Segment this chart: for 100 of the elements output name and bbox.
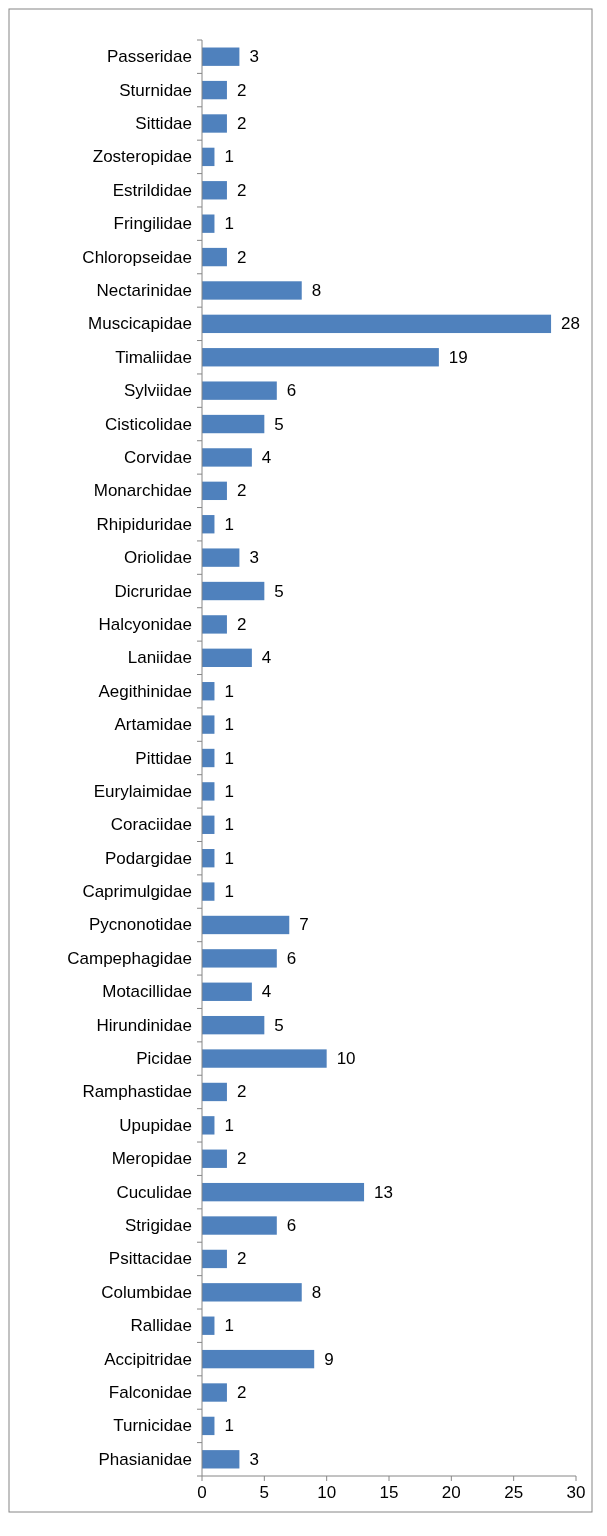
y-tick-label: Motacillidae	[102, 982, 192, 1002]
y-tick-label: Oriolidae	[123, 548, 192, 568]
data-label: 2	[236, 1249, 247, 1269]
bar	[202, 882, 215, 901]
bar	[202, 715, 215, 734]
y-tick-label: Chloropseidae	[82, 247, 192, 267]
bar	[202, 1383, 227, 1402]
data-label: 4	[261, 648, 272, 668]
y-tick-label: Corvidae	[123, 447, 192, 467]
data-label: 2	[236, 614, 247, 634]
data-label: 2	[236, 180, 247, 200]
data-label: 1	[224, 1115, 234, 1135]
bar	[202, 1182, 365, 1202]
data-label: 1	[224, 748, 234, 768]
y-tick-label: Pittidae	[135, 748, 192, 768]
bar	[202, 348, 439, 367]
bar	[202, 1249, 227, 1269]
data-label: 5	[274, 581, 284, 601]
y-tick-label: Fringilidae	[113, 214, 192, 234]
bar	[202, 448, 252, 467]
y-tick-label: Hirundinidae	[96, 1015, 192, 1035]
data-label: 19	[448, 347, 468, 367]
bar	[202, 247, 227, 267]
x-tick-label: 0	[197, 1483, 207, 1502]
data-label: 1	[224, 848, 234, 868]
y-tick-label: Timaliidae	[115, 347, 192, 367]
x-tick-label: 30	[566, 1483, 586, 1502]
bar	[202, 80, 227, 100]
y-tick-label: Picidae	[136, 1049, 192, 1069]
bar	[202, 915, 290, 935]
y-tick-label: Upupidae	[119, 1115, 192, 1135]
bar	[202, 548, 240, 567]
y-tick-label: Nectarinidae	[96, 280, 192, 300]
y-tick-label: Pycnonotidae	[88, 915, 192, 935]
data-label: 6	[286, 381, 297, 401]
data-label: 1	[224, 781, 234, 801]
data-label: 8	[311, 280, 322, 300]
data-label: 4	[261, 982, 272, 1002]
y-tick-label: Accipitridae	[104, 1349, 192, 1369]
y-tick-label: Estrildidae	[112, 180, 192, 200]
y-tick-label: Ramphastidae	[82, 1082, 192, 1102]
bar	[202, 1450, 240, 1469]
bar	[202, 615, 227, 634]
data-label: 1	[224, 1416, 234, 1436]
bar	[202, 782, 215, 801]
data-label: 4	[261, 447, 272, 467]
data-label: 3	[249, 1449, 259, 1469]
data-label: 1	[224, 815, 234, 835]
x-tick-label: 20	[441, 1483, 461, 1502]
y-tick-label: Sturnidae	[119, 80, 192, 100]
data-label: 9	[324, 1349, 334, 1369]
y-tick-label: Meropidae	[111, 1149, 192, 1169]
bar	[202, 181, 227, 200]
data-label: 1	[224, 147, 234, 167]
data-label: 1	[224, 514, 234, 534]
y-tick-label: Dicruridae	[114, 581, 192, 601]
data-label: 3	[249, 548, 259, 568]
data-label: 2	[236, 113, 247, 133]
data-label: 7	[299, 915, 309, 935]
data-label: 3	[249, 47, 259, 67]
bar	[202, 1216, 277, 1235]
data-label: 6	[286, 948, 297, 968]
x-tick-label: 5	[259, 1483, 270, 1502]
bar	[202, 949, 277, 968]
data-label: 1	[224, 681, 234, 701]
y-tick-label: Sylviidae	[123, 381, 192, 401]
y-tick-label: Columbidae	[101, 1282, 192, 1302]
bar	[202, 114, 227, 133]
bar	[202, 648, 252, 667]
y-tick-label: Cuculidae	[116, 1182, 192, 1202]
bar	[202, 381, 277, 400]
bar	[202, 214, 215, 233]
bar	[202, 1283, 302, 1302]
y-tick-label: Muscicapidae	[88, 314, 192, 334]
data-label: 2	[236, 1383, 247, 1403]
data-label: 13	[374, 1182, 393, 1202]
data-label: 1	[224, 715, 234, 735]
bar	[202, 314, 552, 334]
x-tick-label: 10	[317, 1483, 337, 1502]
y-tick-label: Phasianidae	[98, 1449, 192, 1469]
y-tick-label: Passeridae	[106, 47, 192, 67]
data-label: 2	[236, 80, 247, 100]
bar	[202, 581, 265, 601]
y-tick-label: Laniidae	[127, 648, 192, 668]
y-tick-label: Coraciidae	[110, 815, 192, 835]
data-label: 1	[224, 882, 234, 902]
bar	[202, 281, 302, 300]
data-label: 6	[286, 1216, 297, 1236]
data-label: 1	[224, 214, 234, 234]
y-tick-label: Sittidae	[135, 113, 192, 133]
data-label: 2	[236, 247, 247, 267]
data-label: 8	[311, 1282, 322, 1302]
y-tick-label: Cisticolidae	[105, 414, 192, 434]
y-tick-label: Turnicidae	[113, 1416, 192, 1436]
y-tick-label: Zosteropidae	[92, 147, 192, 167]
y-tick-label: Artamidae	[114, 715, 192, 735]
bar	[202, 481, 227, 501]
data-label: 2	[236, 1149, 247, 1169]
bar	[202, 414, 265, 434]
y-tick-label: Podargidae	[105, 848, 192, 868]
